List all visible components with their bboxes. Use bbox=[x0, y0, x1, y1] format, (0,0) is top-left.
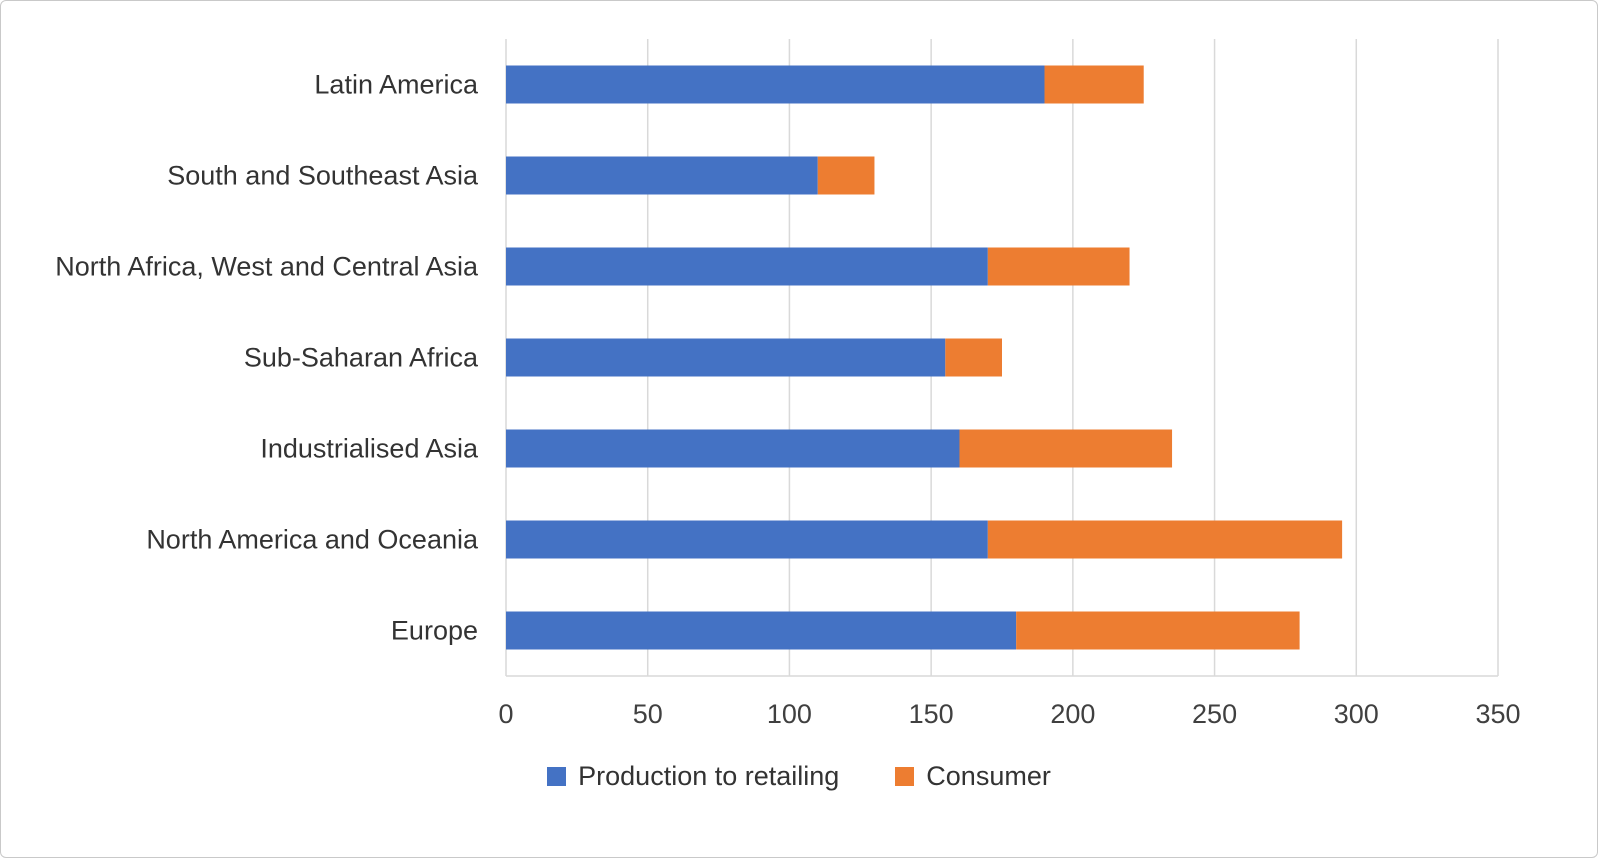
category-label: Latin America bbox=[314, 70, 479, 100]
bar-segment-production bbox=[506, 611, 1017, 650]
category-label: North America and Oceania bbox=[146, 525, 479, 555]
bar-segment-production bbox=[506, 247, 988, 286]
bar-segment-production bbox=[506, 65, 1045, 104]
bar-segment-production bbox=[506, 429, 960, 468]
bar-segment-consumer bbox=[1044, 65, 1144, 104]
legend-label-consumer: Consumer bbox=[926, 761, 1051, 791]
x-tick-label: 0 bbox=[498, 699, 513, 729]
x-tick-label: 100 bbox=[767, 699, 812, 729]
legend-swatch-production bbox=[547, 767, 567, 786]
category-label: Industrialised Asia bbox=[260, 434, 479, 464]
chart-legend: Production to retailing Consumer bbox=[1, 763, 1597, 790]
x-tick-label: 300 bbox=[1334, 699, 1379, 729]
category-label: Europe bbox=[391, 616, 478, 646]
bar-segment-production bbox=[506, 338, 946, 377]
bar-segment-consumer bbox=[987, 520, 1343, 559]
x-tick-label: 150 bbox=[909, 699, 954, 729]
legend-swatch-consumer bbox=[895, 767, 915, 786]
x-tick-label: 200 bbox=[1050, 699, 1095, 729]
bar-segment-production bbox=[506, 156, 818, 195]
bar-segment-consumer bbox=[817, 156, 875, 195]
category-label: South and Southeast Asia bbox=[167, 161, 479, 191]
x-tick-label: 350 bbox=[1475, 699, 1520, 729]
bar-segment-consumer bbox=[945, 338, 1002, 377]
category-label: Sub-Saharan Africa bbox=[244, 343, 479, 373]
category-label: North Africa, West and Central Asia bbox=[55, 252, 479, 282]
legend-item-production: Production to retailing bbox=[547, 763, 839, 790]
x-tick-label: 50 bbox=[633, 699, 663, 729]
bar-segment-consumer bbox=[959, 429, 1173, 468]
bar-segment-production bbox=[506, 520, 988, 559]
x-tick-label: 250 bbox=[1192, 699, 1237, 729]
legend-item-consumer: Consumer bbox=[895, 763, 1051, 790]
bar-segment-consumer bbox=[1016, 611, 1300, 650]
legend-label-production: Production to retailing bbox=[578, 761, 840, 791]
bar-segment-consumer bbox=[987, 247, 1130, 286]
